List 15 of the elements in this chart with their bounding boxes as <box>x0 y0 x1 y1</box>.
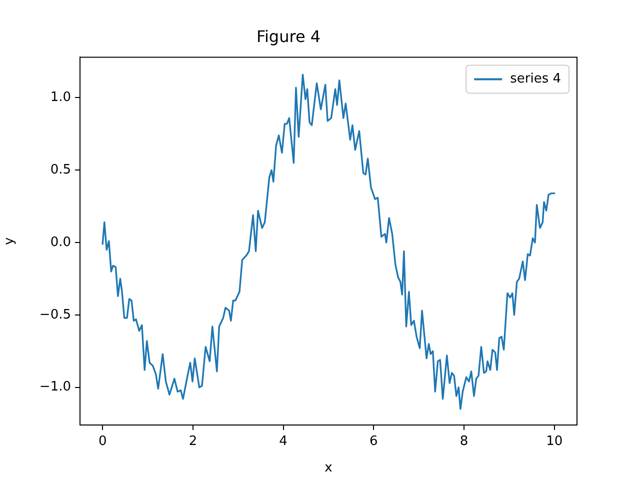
chart-title: Figure 4 <box>256 26 321 46</box>
y-tick-label: −0.5 <box>39 307 71 322</box>
x-tick-label: 0 <box>98 434 107 450</box>
y-tick-label: −1.0 <box>39 380 71 395</box>
y-tick-label: 0.5 <box>50 162 71 178</box>
x-tick-label: 8 <box>460 434 468 450</box>
x-axis-title: x <box>324 460 333 476</box>
y-tick-label: 1.0 <box>50 90 71 106</box>
x-tick-label: 6 <box>370 434 378 450</box>
x-tick-label: 4 <box>279 434 288 450</box>
y-axis-title: y <box>2 236 18 245</box>
x-tick-label: 10 <box>546 434 563 450</box>
legend-label: series 4 <box>510 72 562 87</box>
y-tick-label: 0.0 <box>50 234 71 250</box>
x-tick-label: 2 <box>188 434 198 450</box>
